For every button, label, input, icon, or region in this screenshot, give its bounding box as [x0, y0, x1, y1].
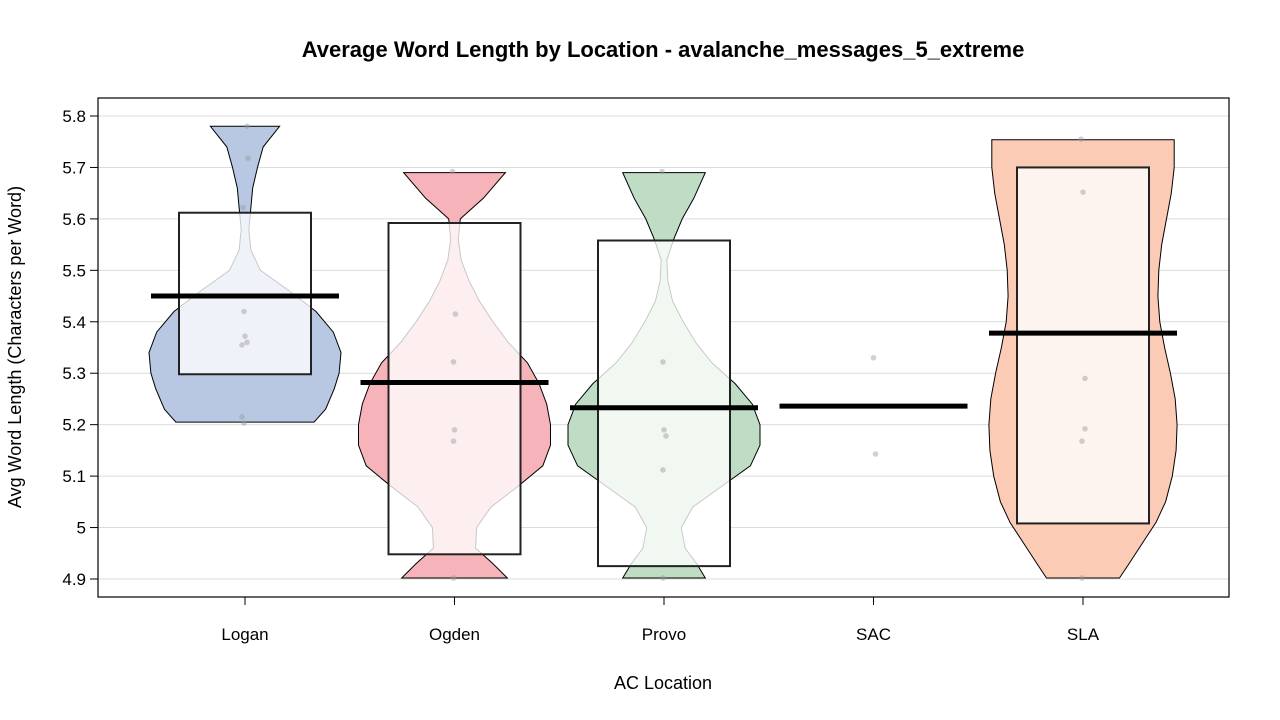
data-point	[450, 359, 457, 365]
data-point	[870, 354, 877, 361]
data-point	[660, 467, 666, 473]
y-tick-label: 5.3	[62, 364, 86, 383]
x-tick-label: SLA	[1067, 625, 1100, 644]
y-axis-label: Avg Word Length (Characters per Word)	[5, 186, 25, 508]
x-tick-label: SAC	[856, 625, 891, 644]
inference-box	[1016, 166, 1150, 525]
inference-box	[597, 239, 731, 568]
data-point	[663, 433, 669, 439]
data-point	[245, 155, 251, 161]
data-point	[450, 575, 457, 581]
inference-box	[387, 222, 522, 556]
group-ogden	[358, 168, 551, 581]
group-sac	[779, 354, 968, 457]
x-tick-label: Provo	[642, 625, 686, 644]
x-axis: Logan Ogden Provo SAC SLA	[221, 597, 1100, 644]
x-axis-label: AC Location	[614, 673, 712, 693]
data-point	[661, 427, 667, 433]
y-tick-label: 5.2	[62, 416, 86, 435]
y-axis: 4.9 5 5.1 5.2 5.3 5.4 5.5 5.6 5.7 5.8	[62, 107, 98, 589]
group-sla	[988, 136, 1178, 581]
data-point	[449, 168, 456, 175]
data-point	[660, 575, 666, 581]
group-logan	[148, 123, 342, 426]
data-point	[451, 427, 458, 433]
data-point	[239, 342, 245, 348]
y-tick-label: 4.9	[62, 570, 86, 589]
data-point	[244, 123, 250, 130]
plot-groups	[148, 123, 1178, 581]
data-point	[872, 451, 879, 457]
x-tick-label: Logan	[221, 625, 268, 644]
x-tick-label: Ogden	[429, 625, 480, 644]
violin-inner	[598, 240, 730, 567]
data-point	[242, 333, 248, 339]
data-point	[660, 359, 666, 365]
data-point	[1082, 375, 1088, 382]
data-point	[239, 414, 245, 420]
data-point	[241, 420, 247, 426]
data-point	[241, 308, 247, 315]
inference-box	[178, 211, 312, 376]
chart-title: Average Word Length by Location - avalan…	[302, 37, 1025, 62]
data-point	[1079, 438, 1085, 444]
y-tick-label: 5.8	[62, 107, 86, 126]
data-point	[1080, 189, 1086, 195]
data-point	[1078, 136, 1084, 142]
data-point	[240, 204, 246, 211]
data-point	[1082, 425, 1088, 432]
y-tick-label: 5.6	[62, 210, 86, 229]
y-tick-label: 5.4	[62, 313, 86, 332]
violin-inner	[1017, 167, 1149, 524]
group-provo	[567, 168, 761, 581]
y-tick-label: 5.7	[62, 158, 86, 177]
data-point	[244, 339, 250, 346]
violin-inner	[179, 212, 311, 375]
y-tick-label: 5.1	[62, 467, 86, 486]
y-tick-label: 5.5	[62, 261, 86, 280]
data-point	[1079, 575, 1085, 581]
y-tick-label: 5	[77, 519, 86, 538]
violin-inner	[388, 223, 521, 555]
data-point	[659, 168, 665, 175]
data-point	[450, 438, 457, 444]
data-point	[452, 311, 459, 317]
